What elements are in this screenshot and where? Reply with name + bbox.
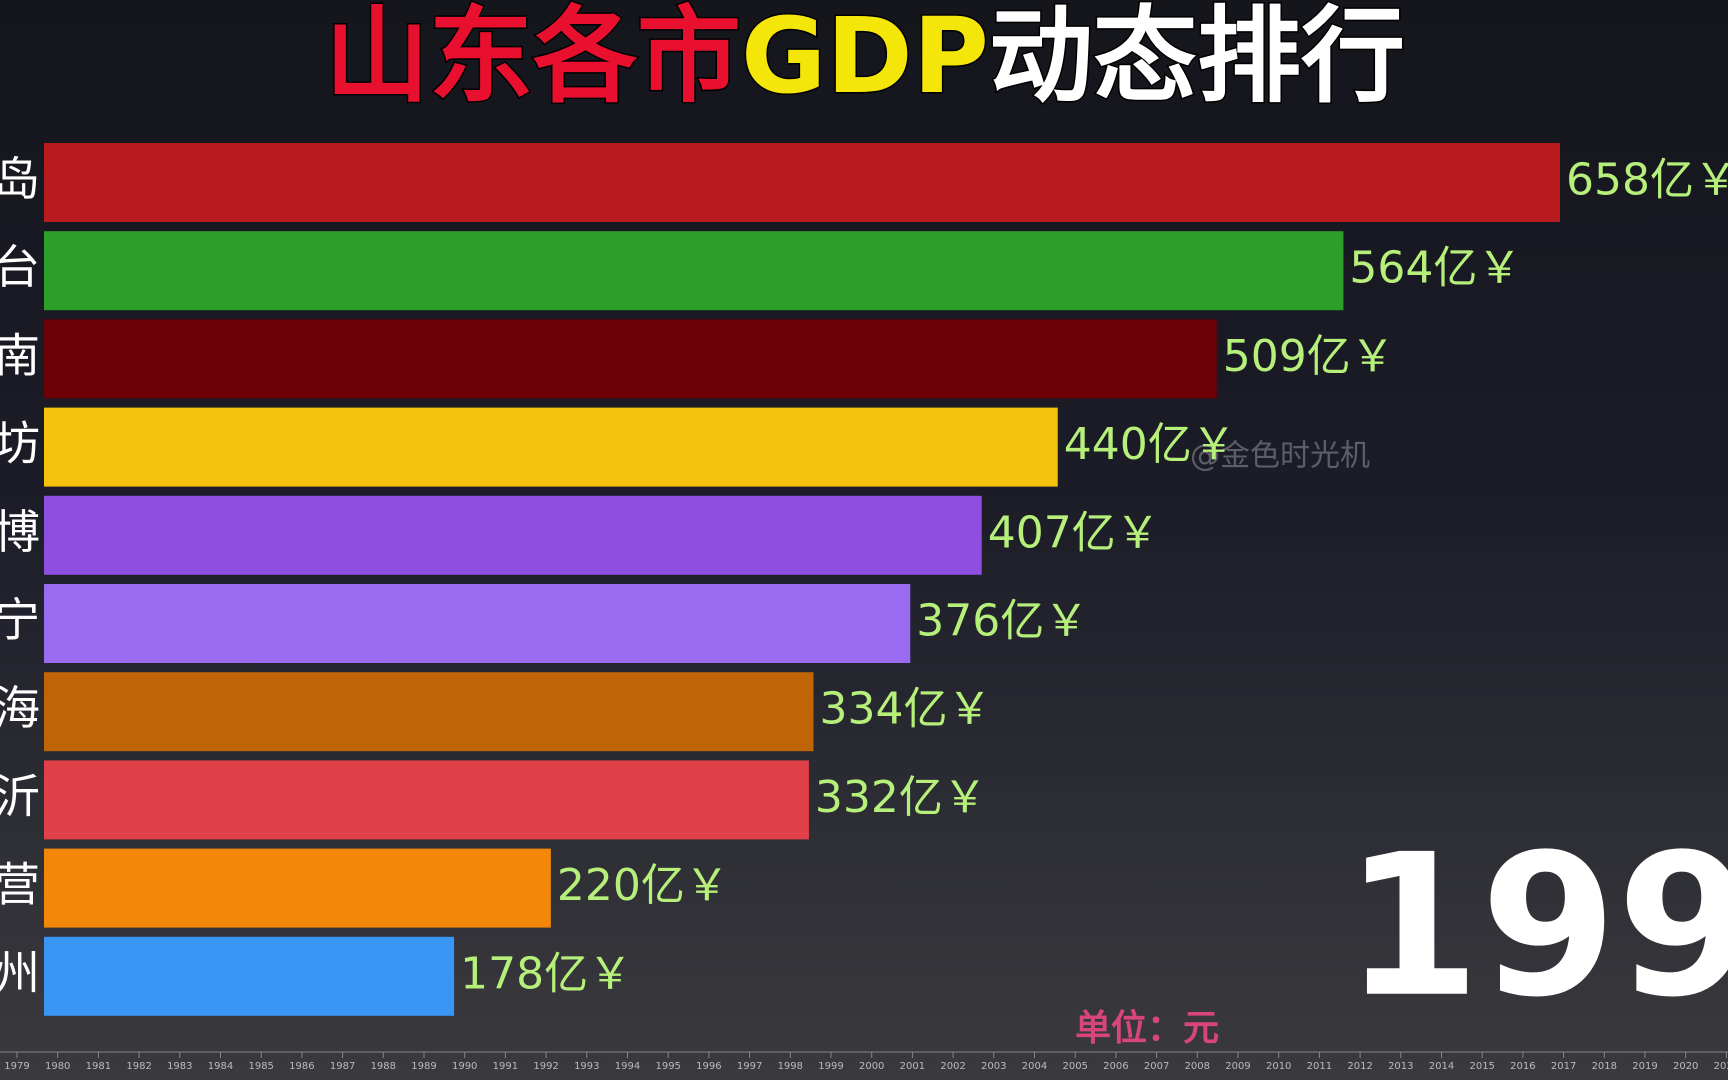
timeline-label: 2000 (859, 1061, 884, 1072)
bar (44, 143, 1560, 222)
value-label: 376亿￥ (916, 596, 1088, 647)
timeline-label: 1996 (696, 1061, 721, 1072)
timeline-label: 1993 (574, 1061, 599, 1072)
timeline-label: 1987 (330, 1061, 355, 1072)
timeline-label: 1998 (778, 1061, 803, 1072)
bar (44, 319, 1217, 399)
category-label: 州 (0, 946, 40, 1000)
timeline-label: 2008 (1185, 1061, 1210, 1072)
timeline-label: 1997 (737, 1061, 762, 1072)
category-label: 南 (0, 328, 40, 382)
timeline-label: 2009 (1225, 1061, 1250, 1072)
timeline-label: 2006 (1103, 1061, 1128, 1072)
timeline-label: 2014 (1429, 1061, 1454, 1072)
timeline-label: 2018 (1592, 1061, 1617, 1072)
unit-label: 单位：元 (1075, 1008, 1219, 1049)
timeline-label: 1982 (126, 1061, 151, 1072)
timeline-label: 2003 (981, 1061, 1006, 1072)
title-part: 动态排行 (989, 0, 1405, 117)
bar (44, 231, 1344, 311)
bar (44, 848, 551, 928)
value-label: 407亿￥ (988, 507, 1160, 558)
value-label: 332亿￥ (815, 772, 987, 823)
timeline-label: 2012 (1347, 1061, 1372, 1072)
bar (44, 495, 982, 575)
timeline-label: 1984 (208, 1061, 233, 1072)
timeline-label: 1985 (248, 1061, 273, 1072)
value-label: 564亿￥ (1349, 243, 1521, 294)
timeline-label: 1995 (655, 1061, 680, 1072)
chart-title: 山东各市GDP动态排行 (325, 0, 1405, 117)
timeline-label: 1979 (4, 1061, 29, 1072)
timeline-label: 1999 (818, 1061, 843, 1072)
timeline-label: 2005 (1062, 1061, 1087, 1072)
timeline-label: 2007 (1144, 1061, 1169, 1072)
timeline-label: 2013 (1388, 1061, 1413, 1072)
category-label: 岛 (0, 152, 40, 206)
timeline-label: 1980 (45, 1061, 70, 1072)
timeline-label: 2021 (1714, 1061, 1728, 1072)
timeline-label: 2016 (1510, 1061, 1535, 1072)
value-label: 220亿￥ (557, 860, 729, 911)
timeline-label: 1986 (289, 1061, 314, 1072)
timeline-label: 2019 (1632, 1061, 1657, 1072)
bar (44, 584, 911, 663)
title: 山东各市GDP动态排行 (324, 0, 1407, 119)
title-part: 山东各市 (325, 0, 741, 117)
bar (44, 760, 809, 840)
category-label: 坊 (0, 417, 40, 471)
value-label: 440亿￥ (1064, 419, 1236, 470)
value-label: 658亿￥ (1566, 155, 1728, 206)
category-label: 台 (0, 240, 40, 294)
title-part: GDP (741, 0, 989, 117)
timeline-label: 2011 (1307, 1061, 1332, 1072)
timeline-label: 2004 (1022, 1061, 1047, 1072)
timeline-label: 1981 (86, 1061, 111, 1072)
timeline-label: 1989 (411, 1061, 436, 1072)
timeline-label: 2020 (1673, 1061, 1698, 1072)
category-label: 沂 (0, 769, 40, 823)
timeline-label: 2001 (900, 1061, 925, 1072)
timeline-label: 1990 (452, 1061, 477, 1072)
timeline-label: 2015 (1469, 1061, 1494, 1072)
value-label: 178亿￥ (460, 948, 632, 999)
category-label: 宁 (0, 593, 40, 647)
bar (44, 936, 455, 1016)
timeline-label: 1988 (371, 1061, 396, 1072)
category-label: 海 (0, 681, 40, 735)
timeline-label: 1994 (615, 1061, 640, 1072)
year-label: 1995 (1344, 813, 1728, 1041)
timeline-label: 1992 (533, 1061, 558, 1072)
timeline-label: 2017 (1551, 1061, 1576, 1072)
bar (44, 672, 814, 752)
bar (44, 407, 1058, 487)
category-label: 博 (0, 505, 40, 559)
timeline-label: 2010 (1266, 1061, 1291, 1072)
timeline-label: 1983 (167, 1061, 192, 1072)
category-label: 营 (0, 858, 40, 912)
value-label: 334亿￥ (820, 684, 992, 735)
value-label: 509亿￥ (1223, 331, 1395, 382)
timeline-label: 1991 (493, 1061, 518, 1072)
watermark: @金色时光机 (1190, 439, 1370, 474)
timeline-label: 2002 (940, 1061, 965, 1072)
